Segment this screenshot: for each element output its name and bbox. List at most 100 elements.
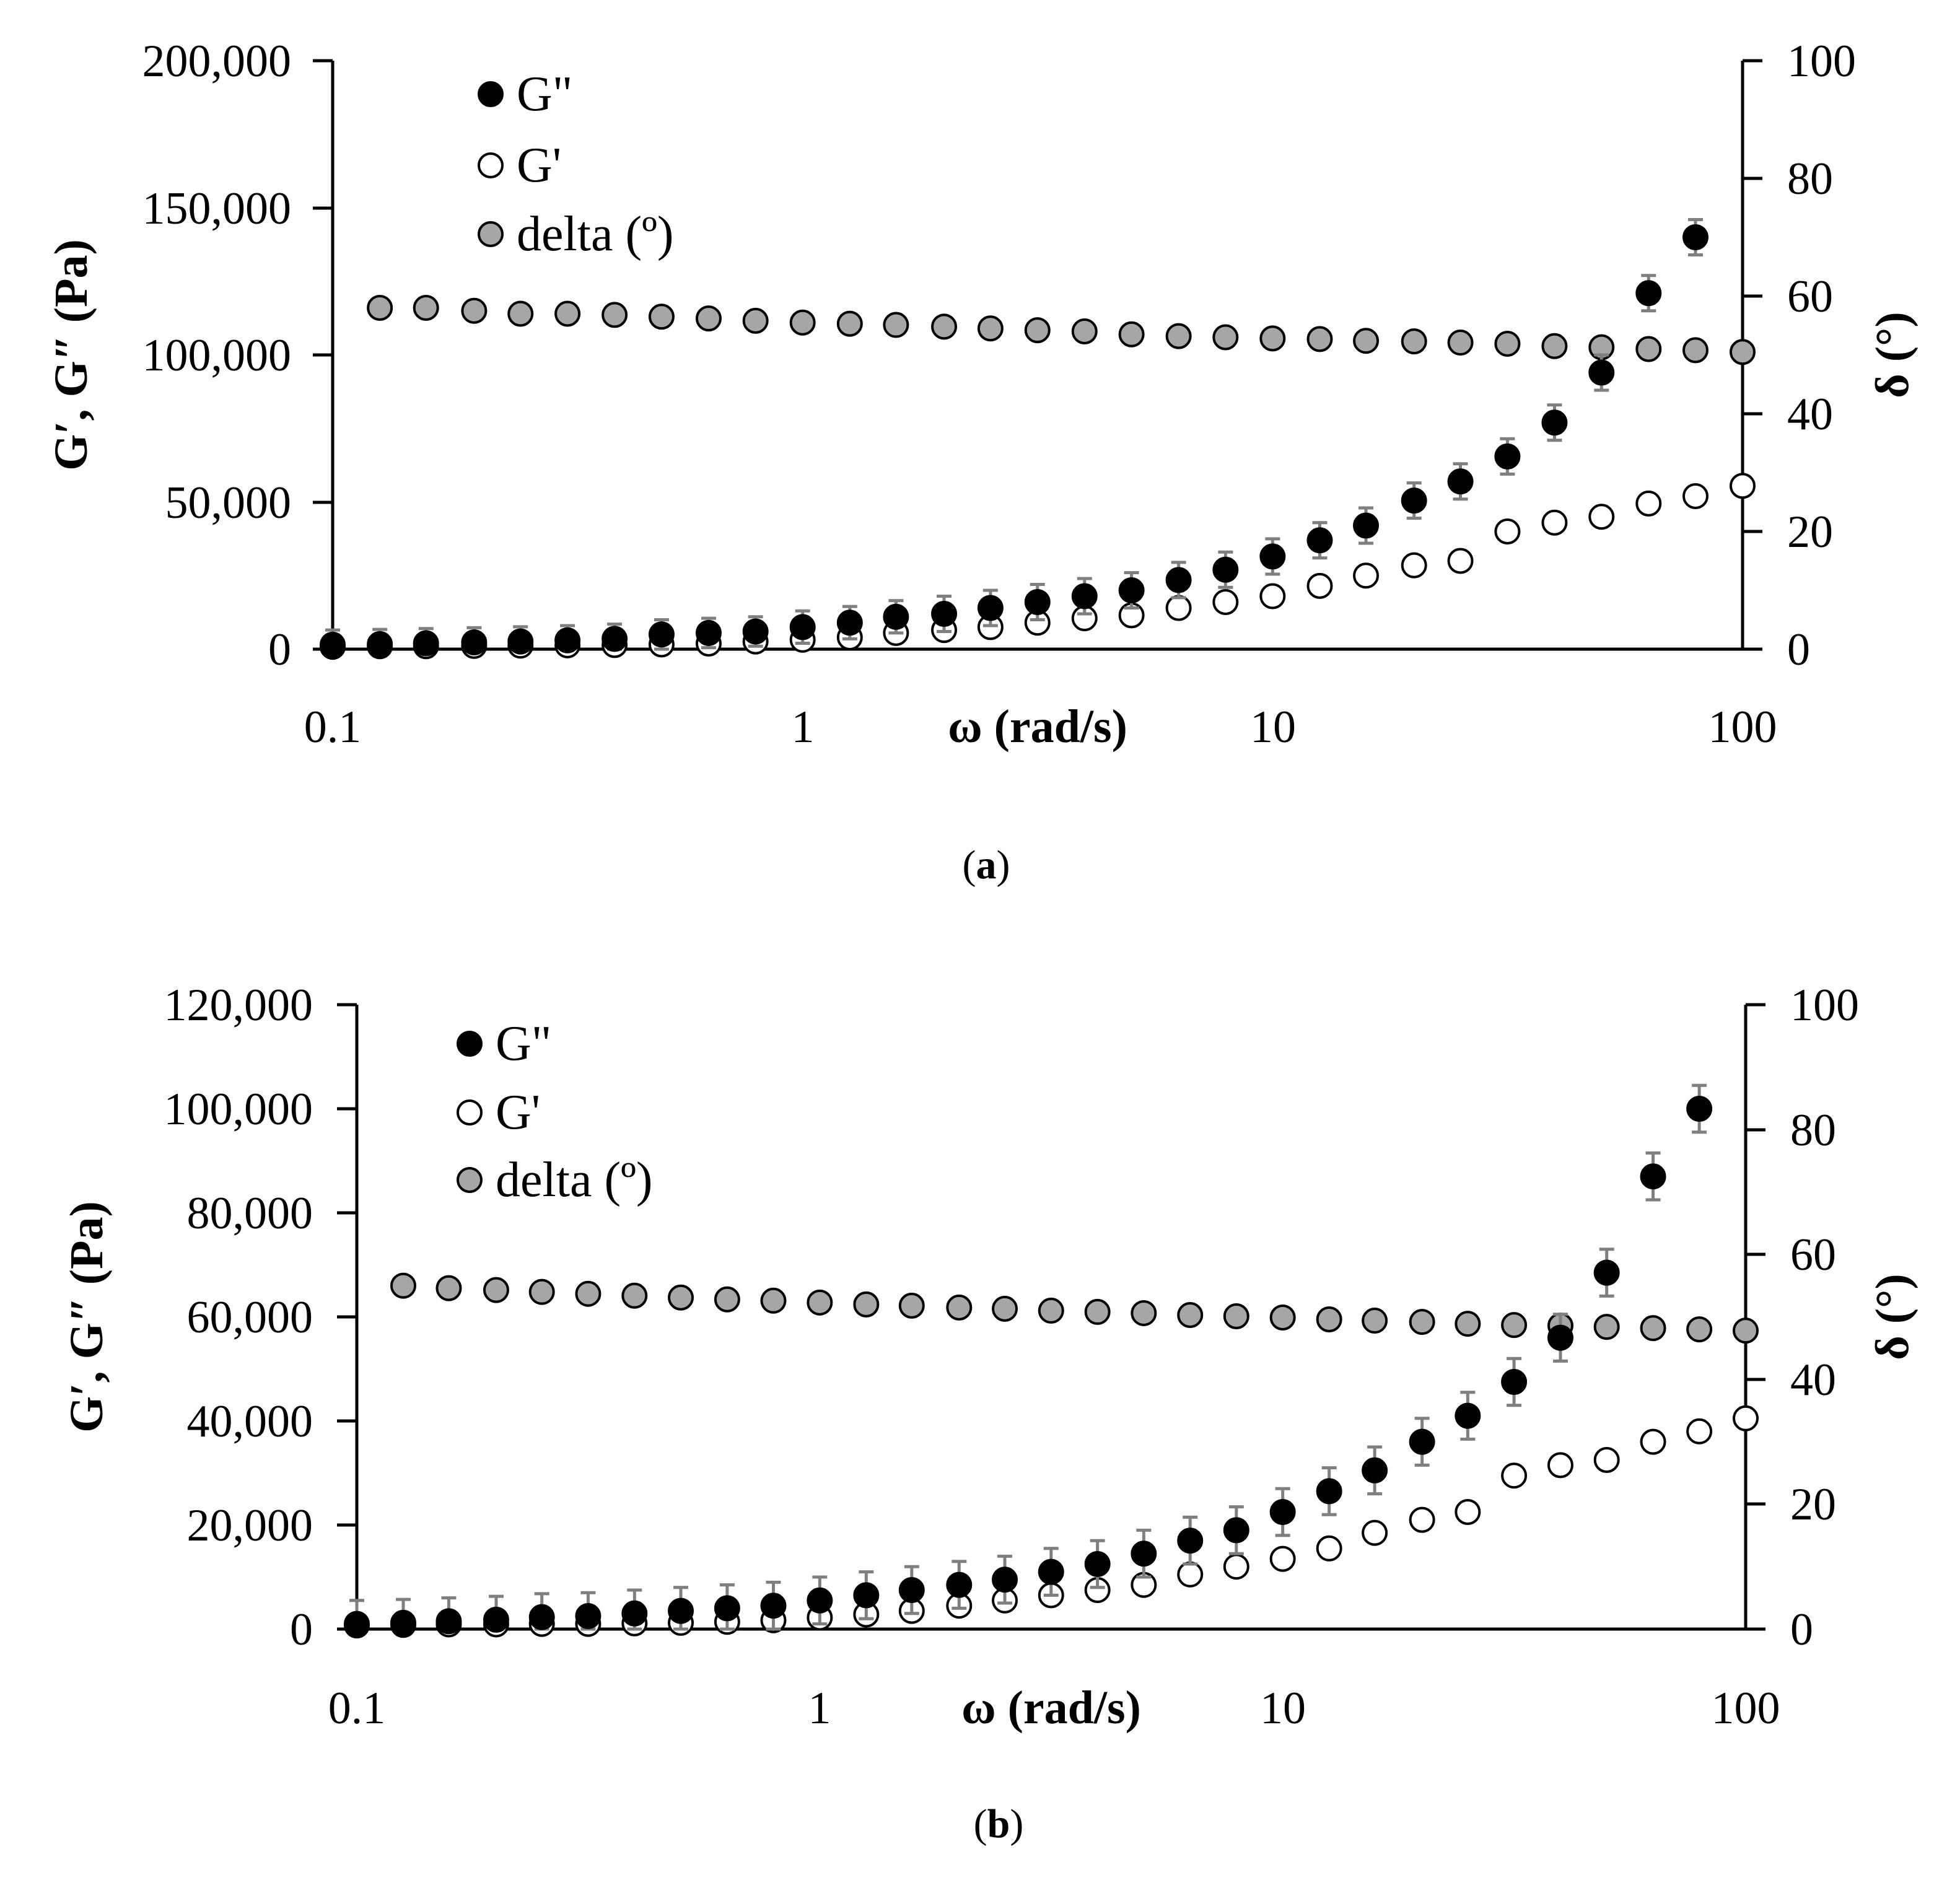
data-point-delta: [1640, 1315, 1666, 1342]
data-point-delta: [413, 295, 439, 321]
data-point-g-double-prime: [1038, 1558, 1064, 1585]
y-tick-label: 150,000: [142, 183, 292, 234]
data-point-delta: [1362, 1308, 1388, 1334]
data-point-delta: [898, 1292, 925, 1319]
right-y-ticks-a: [1743, 59, 1762, 651]
data-point-g-double-prime: [1084, 1551, 1111, 1577]
data-point-g-prime: [1409, 1506, 1435, 1533]
y-tick-label: 20,000: [187, 1500, 313, 1551]
data-point-g-double-prime: [602, 626, 628, 652]
data-point-g-prime: [1682, 483, 1708, 509]
data-point-g-prime: [1316, 1535, 1342, 1562]
chart-panel-a: 0 50,000 100,000 150,000 200,000 0 20 40…: [45, 36, 1918, 888]
data-point-g-double-prime: [367, 631, 393, 657]
chart-panel-b: 0 20,000 40,000 60,000 80,000 100,000 12…: [61, 980, 1918, 1846]
legend-label: delta (º): [517, 207, 674, 261]
y2-tick-label: 100: [1790, 980, 1859, 1031]
data-point-delta: [695, 305, 722, 332]
data-point-delta: [977, 315, 1004, 342]
y-tick-label: 60,000: [187, 1292, 313, 1343]
legend-a: G" G' delta (º): [478, 67, 674, 261]
data-point-delta: [1733, 1318, 1759, 1344]
legend-marker-delta: [478, 221, 504, 247]
y-tick-label: 100,000: [142, 330, 292, 381]
data-point-g-prime: [1269, 1545, 1296, 1572]
data-point-g-prime: [1401, 552, 1427, 579]
data-point-delta: [714, 1286, 740, 1313]
x-tick-label: 10: [1260, 1683, 1306, 1734]
data-point-delta: [1401, 328, 1427, 355]
data-point-delta: [1635, 336, 1662, 362]
y2-axis-title: δ (°): [1866, 1274, 1918, 1360]
data-point-g-double-prime: [554, 627, 581, 653]
data-point-g-double-prime: [1353, 512, 1380, 539]
data-point-delta: [883, 312, 909, 338]
data-point-delta: [853, 1291, 880, 1318]
y-axis-title: G′, G″ (Pa): [45, 239, 97, 471]
data-point-g-double-prime: [1593, 1259, 1620, 1286]
y-tick-label: 80,000: [187, 1188, 313, 1239]
data-point-delta: [1494, 330, 1521, 357]
x-tick-label: 0.1: [304, 702, 362, 753]
y2-tick-label: 0: [1790, 1604, 1813, 1655]
data-point-delta: [1730, 339, 1756, 365]
data-point-delta: [1541, 333, 1568, 359]
data-point-g-double-prime: [461, 629, 488, 656]
data-point-g-double-prime: [1177, 1527, 1204, 1554]
data-point-delta: [483, 1277, 509, 1303]
data-point-g-double-prime: [760, 1593, 787, 1619]
legend-label: G': [496, 1085, 540, 1140]
x-tick-label: 100: [1708, 702, 1777, 753]
data-point-g-double-prime: [807, 1587, 833, 1614]
y2-axis-title: δ (°): [1866, 312, 1918, 398]
y2-tick-label: 40: [1790, 1355, 1836, 1405]
legend-marker-g-prime: [457, 1099, 483, 1125]
data-point-g-double-prime: [1494, 443, 1521, 470]
data-point-g-double-prime: [1686, 1096, 1713, 1122]
data-point-delta: [1501, 1312, 1528, 1339]
data-point-delta: [575, 1280, 602, 1307]
data-point-g-prime: [1447, 548, 1474, 574]
data-point-g-prime: [1455, 1499, 1481, 1525]
data-point-delta: [390, 1272, 417, 1299]
data-point-g-prime: [1223, 1554, 1249, 1580]
legend-marker-g-double-prime: [457, 1031, 483, 1057]
data-point-g-prime: [1730, 473, 1756, 499]
data-point-g-prime: [1541, 509, 1568, 536]
data-point-g-double-prime: [668, 1597, 694, 1624]
data-point-delta: [1118, 321, 1145, 347]
data-point-g-double-prime: [714, 1595, 740, 1622]
data-point-g-prime: [1362, 1519, 1388, 1546]
y-tick-label: 50,000: [165, 478, 292, 528]
legend-label: delta (º): [496, 1153, 653, 1207]
data-point-g-prime: [1494, 518, 1521, 544]
data-point-g-double-prime: [1447, 468, 1474, 495]
y2-tick-label: 60: [1790, 1230, 1836, 1280]
data-point-g-double-prime: [1501, 1369, 1528, 1395]
data-point-delta: [1165, 323, 1192, 349]
data-point-g-double-prime: [344, 1610, 370, 1637]
data-point-g-double-prime: [992, 1567, 1018, 1593]
data-point-delta: [648, 304, 675, 330]
data-point-delta: [742, 307, 769, 334]
data-point-g-double-prime: [898, 1577, 925, 1603]
plot-area-b: [344, 1083, 1759, 1639]
data-point-delta: [554, 300, 581, 327]
data-point-g-double-prime: [1640, 1163, 1666, 1190]
data-point-delta: [1212, 324, 1239, 351]
data-point-g-double-prime: [1547, 1324, 1573, 1351]
data-point-delta: [946, 1294, 973, 1321]
data-point-g-double-prime: [1455, 1402, 1481, 1429]
data-point-delta: [760, 1287, 787, 1314]
data-point-g-double-prime: [789, 614, 816, 640]
data-point-delta: [1353, 328, 1380, 354]
data-point-delta: [1455, 1311, 1481, 1337]
data-point-delta: [1131, 1300, 1157, 1326]
y-axis-title: G′, G″ (Pa): [61, 1201, 113, 1433]
data-point-delta: [1177, 1301, 1204, 1328]
legend-label: G': [517, 138, 561, 193]
data-point-g-double-prime: [836, 610, 863, 636]
data-point-g-double-prime: [742, 618, 769, 645]
data-point-g-prime: [1501, 1462, 1528, 1489]
data-point-delta: [1682, 337, 1708, 364]
